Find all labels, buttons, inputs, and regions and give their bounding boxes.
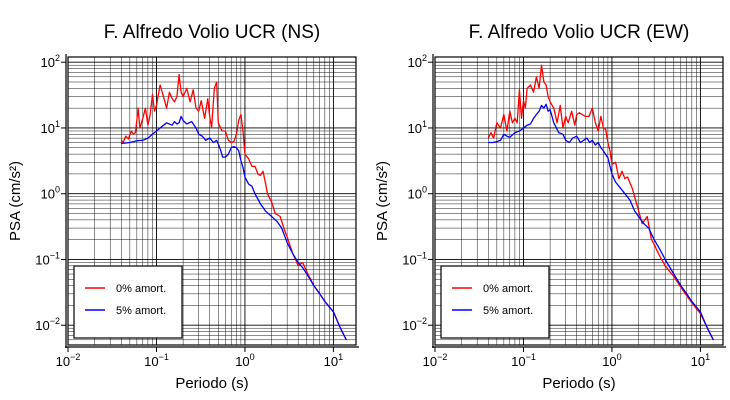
- series-line-blue: [121, 115, 347, 341]
- x-tick-label: 101: [691, 352, 710, 369]
- legend-label: 0% amort.: [116, 283, 166, 295]
- x-tick-label: 10−2: [423, 352, 448, 369]
- grid: [68, 57, 356, 345]
- plot-frame: [434, 56, 724, 346]
- x-tick-label: 10−1: [144, 352, 169, 369]
- y-tick-label: 10−2: [35, 316, 60, 333]
- chart-panel-2: 10−2 10−1 100 101 10−2 10−1 100 101 102 F. Alfred…: [374, 22, 726, 392]
- y-tick-label: 101: [408, 119, 427, 136]
- legend: 0% amort. 5% amort.: [73, 265, 183, 339]
- y-tick-label: 102: [41, 53, 60, 70]
- x-axis-label: Periodo (s): [542, 375, 615, 392]
- y-axis-label: PSA (cm/s²): [7, 161, 24, 241]
- y-tick-label: 10−1: [402, 250, 427, 267]
- legend-box: [440, 265, 550, 339]
- legend-label: 5% amort.: [116, 305, 166, 317]
- y-tick-label: 100: [41, 185, 60, 202]
- legend: 0% amort. 5% amort.: [440, 265, 550, 339]
- x-tick-label: 101: [324, 352, 343, 369]
- legend-box: [73, 265, 183, 339]
- series-line-blue: [488, 103, 714, 341]
- chart-title: F. Alfredo Volio UCR (EW): [469, 22, 690, 43]
- y-tick-label: 100: [408, 185, 427, 202]
- y-tick-label: 10−1: [35, 250, 60, 267]
- x-tick-label: 100: [602, 352, 621, 369]
- series-line-red: [120, 73, 347, 341]
- chart-panel-1: 10−2 10−1 100 101 10−2 10−1 100 101 102 F. Alfred…: [7, 22, 359, 392]
- legend-label: 5% amort.: [483, 305, 533, 317]
- x-tick-label: 100: [235, 352, 254, 369]
- legend-label: 0% amort.: [483, 283, 533, 295]
- y-tick-label: 101: [41, 119, 60, 136]
- series-line-red: [487, 64, 714, 341]
- y-axis-label: PSA (cm/s²): [374, 161, 391, 241]
- plot-frame: [67, 56, 357, 346]
- x-tick-label: 10−1: [511, 352, 536, 369]
- x-axis-label: Periodo (s): [175, 375, 248, 392]
- x-tick-label: 10−2: [56, 352, 81, 369]
- y-tick-label: 10−2: [402, 316, 427, 333]
- chart-title: F. Alfredo Volio UCR (NS): [104, 22, 320, 43]
- y-tick-label: 102: [408, 53, 427, 70]
